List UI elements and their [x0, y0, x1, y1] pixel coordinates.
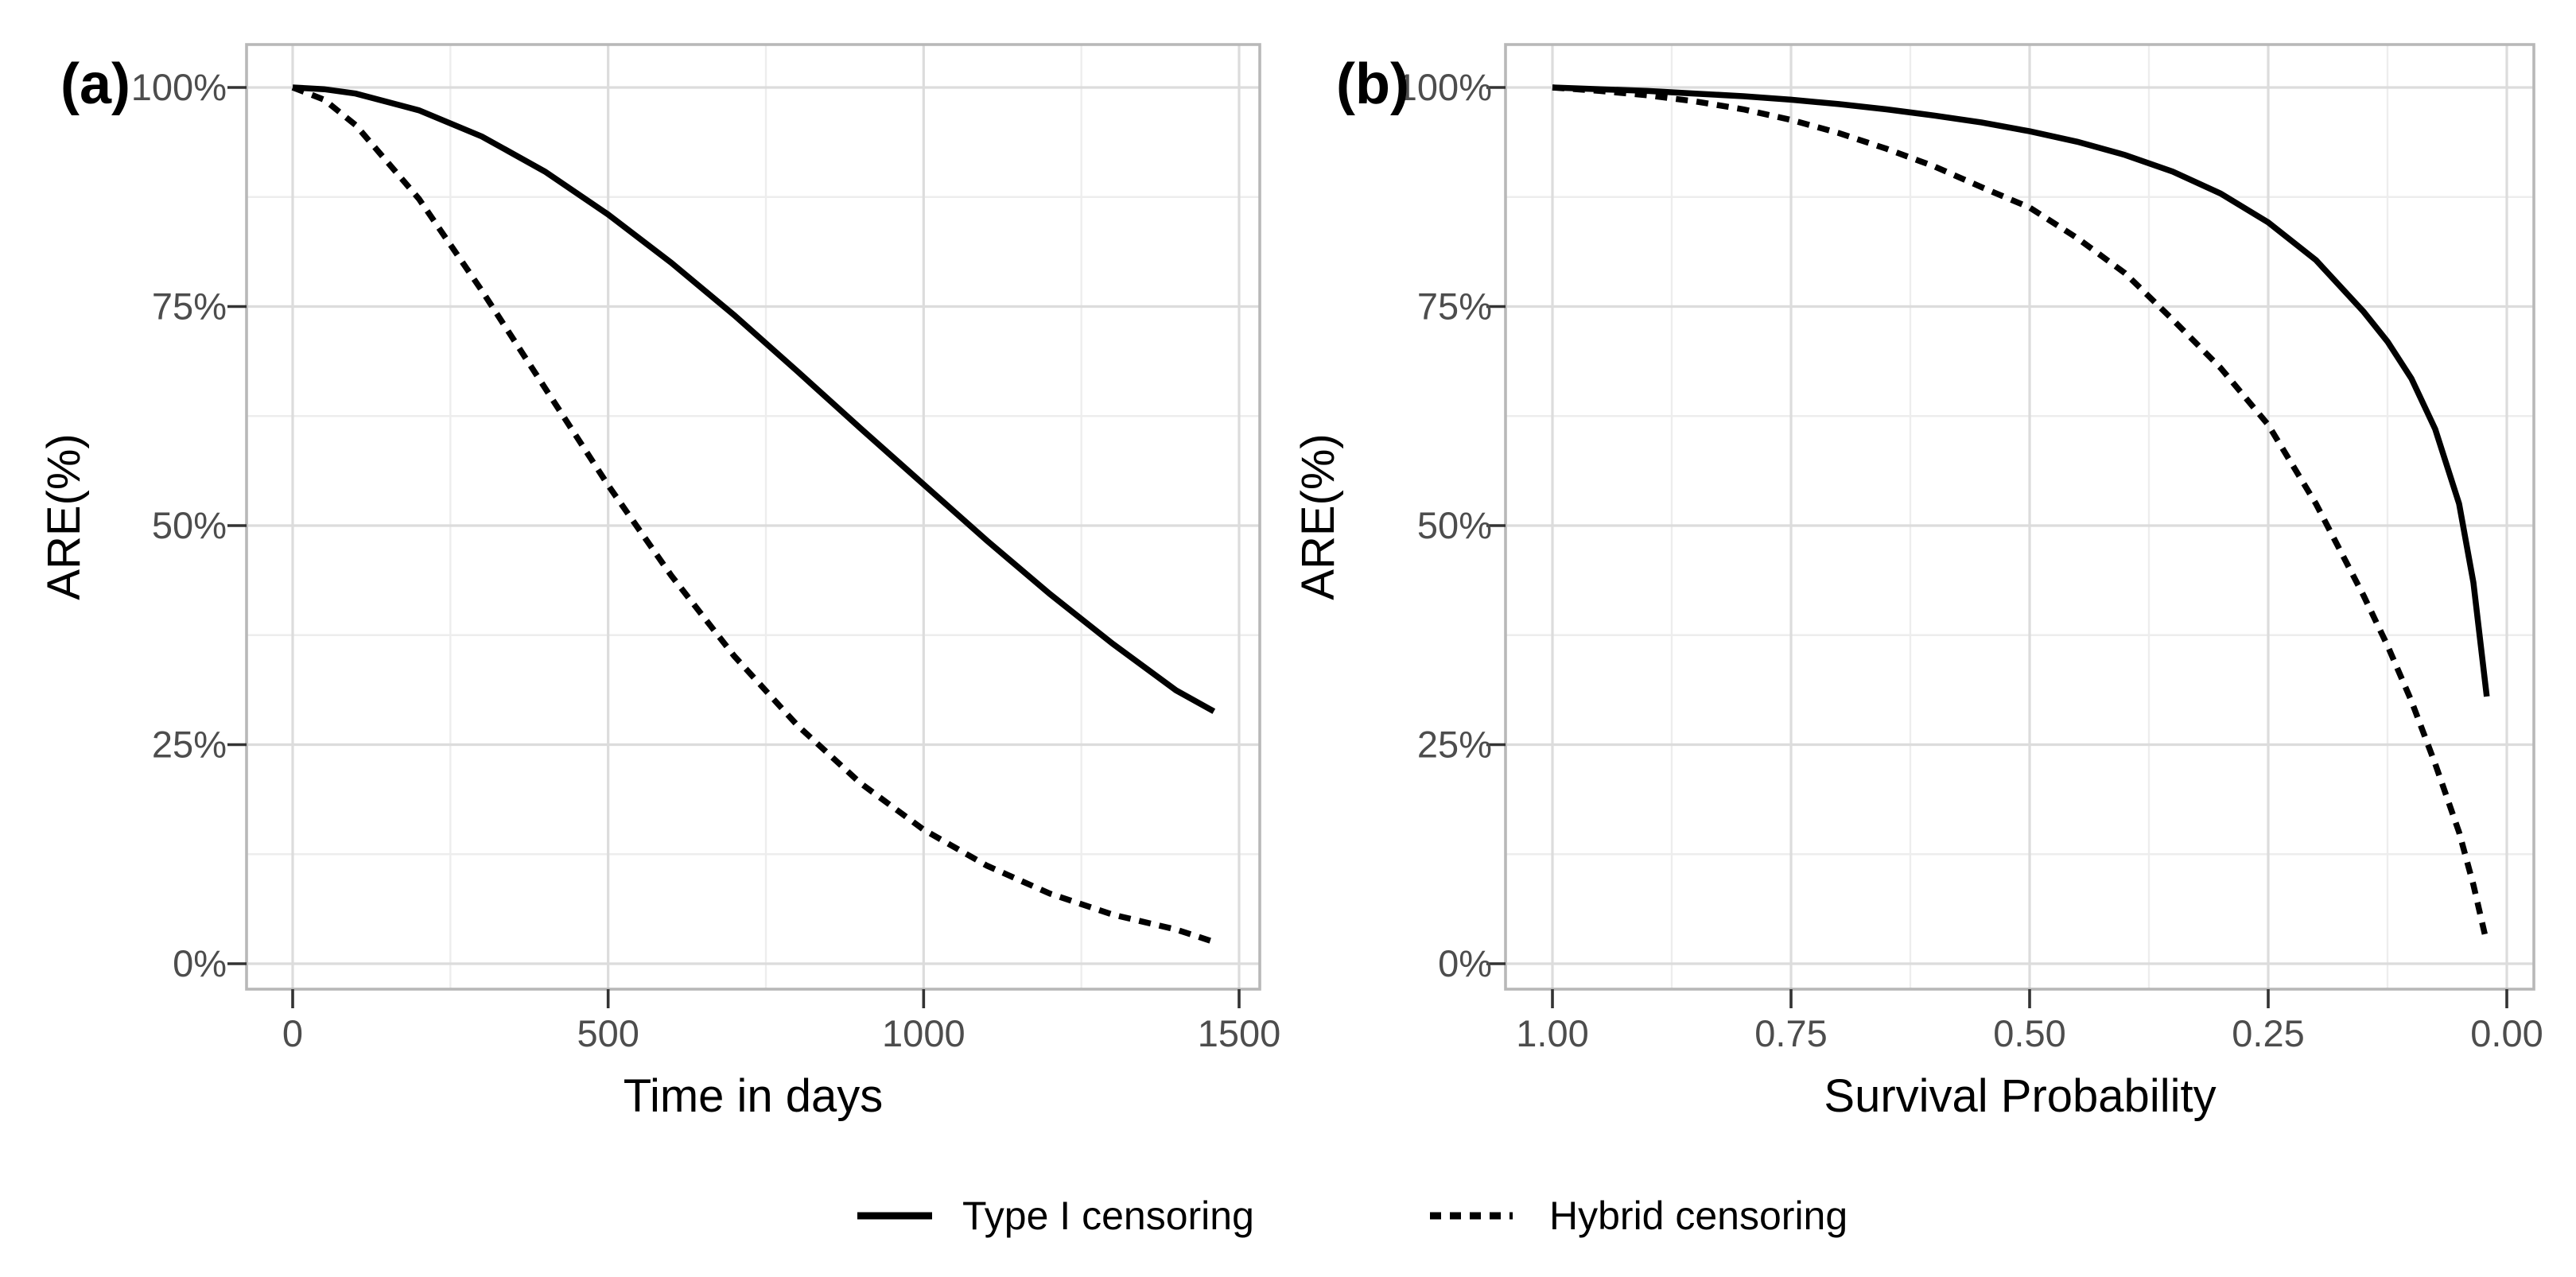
panel-a-y-tick-label: 100% — [131, 66, 227, 108]
panel-a-y-axis-title: ARE(%) — [38, 433, 90, 600]
panel-a-letter: (a) — [60, 52, 130, 116]
panel-b-y-tick-label: 75% — [1417, 285, 1492, 328]
panel-b-x-tick-label: 0.25 — [2232, 1012, 2304, 1054]
panel-b-y-tick-label: 100% — [1397, 66, 1492, 108]
legend-label-type-i-censoring: Type I censoring — [962, 1194, 1254, 1238]
legend: Type I censoring Hybrid censoring — [857, 1194, 1847, 1238]
panel-a-y-tick-label: 75% — [152, 285, 227, 328]
panel-b-y-tick-label: 50% — [1417, 504, 1492, 546]
panel-b-x-axis-title: Survival Probability — [1824, 1070, 2216, 1122]
panel-a-y-tick-label: 0% — [173, 942, 227, 984]
panel-a-plot-area: 0 500 1000 1500 0% 25% 50% 75% 100% — [131, 43, 1281, 1054]
panel-a-y-tick-label: 50% — [152, 504, 227, 546]
panel-b-y-axis-title: ARE(%) — [1292, 433, 1344, 600]
panel-a-x-tick-label: 500 — [577, 1012, 639, 1054]
hybrid-censoring-curve-panel-a — [291, 84, 1215, 945]
panel-b-y-tick-label: 0% — [1438, 942, 1492, 984]
panel-b-letter: (b) — [1336, 52, 1409, 116]
panel-a-x-tick-label: 1500 — [1198, 1012, 1281, 1054]
panel-a-x-tick-label: 1000 — [882, 1012, 966, 1054]
panel-b-border — [1504, 43, 2535, 991]
panel-b-y-tick-label: 25% — [1417, 724, 1492, 766]
panel-b-x-tick-label: 0.00 — [2470, 1012, 2543, 1054]
type-i-censoring-curve-panel-b — [1552, 84, 2490, 697]
panel-b-x-tick-label: 0.50 — [1993, 1012, 2065, 1054]
panel-a-border — [245, 43, 1261, 991]
type-i-censoring-curve-panel-a — [292, 84, 1216, 714]
panel-a-y-tick-label: 25% — [152, 724, 227, 766]
panel-a-x-axis-title: Time in days — [624, 1070, 884, 1122]
panel-a-x-tick-label: 0 — [282, 1012, 303, 1054]
panel-b-x-tick-label: 0.75 — [1754, 1012, 1827, 1054]
hybrid-censoring-curve-panel-b — [1552, 84, 2490, 944]
panel-b-plot-area: 1.00 0.75 0.50 0.25 0.00 0% 25% 50% 75% 100% — [1397, 43, 2543, 1054]
panel-b-x-tick-label: 1.00 — [1516, 1012, 1588, 1054]
legend-label-hybrid-censoring: Hybrid censoring — [1549, 1194, 1847, 1238]
